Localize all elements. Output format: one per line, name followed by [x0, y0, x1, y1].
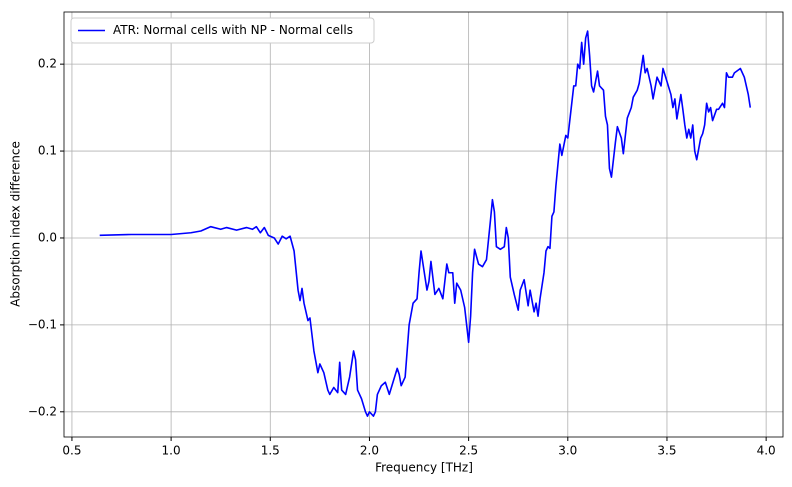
y-tick-label: 0.0 [38, 230, 57, 244]
x-tick-label: 1.0 [162, 444, 181, 458]
y-tick-label: 0.1 [38, 144, 57, 158]
x-tick-label: 0.5 [62, 444, 81, 458]
y-tick-label: −0.1 [28, 317, 57, 331]
x-tick-label: 4.0 [757, 444, 776, 458]
plot-frame [63, 11, 784, 438]
y-tick-label: −0.2 [28, 404, 57, 418]
x-tick-label: 3.0 [558, 444, 577, 458]
legend: ATR: Normal cells with NP - Normal cells [70, 17, 375, 44]
data-line [99, 30, 752, 417]
y-axis-label: Absorption index difference [9, 141, 23, 307]
x-tick-label: 1.5 [261, 444, 280, 458]
x-tick-label: 2.5 [459, 444, 478, 458]
x-tick-label: 3.5 [657, 444, 676, 458]
x-axis-label: Frequency [THz] [375, 461, 473, 475]
legend-label: ATR: Normal cells with NP - Normal cells [113, 23, 353, 37]
x-tick-label: 2.0 [360, 444, 379, 458]
y-tick-label: 0.2 [38, 57, 57, 71]
legend-box [70, 17, 375, 44]
